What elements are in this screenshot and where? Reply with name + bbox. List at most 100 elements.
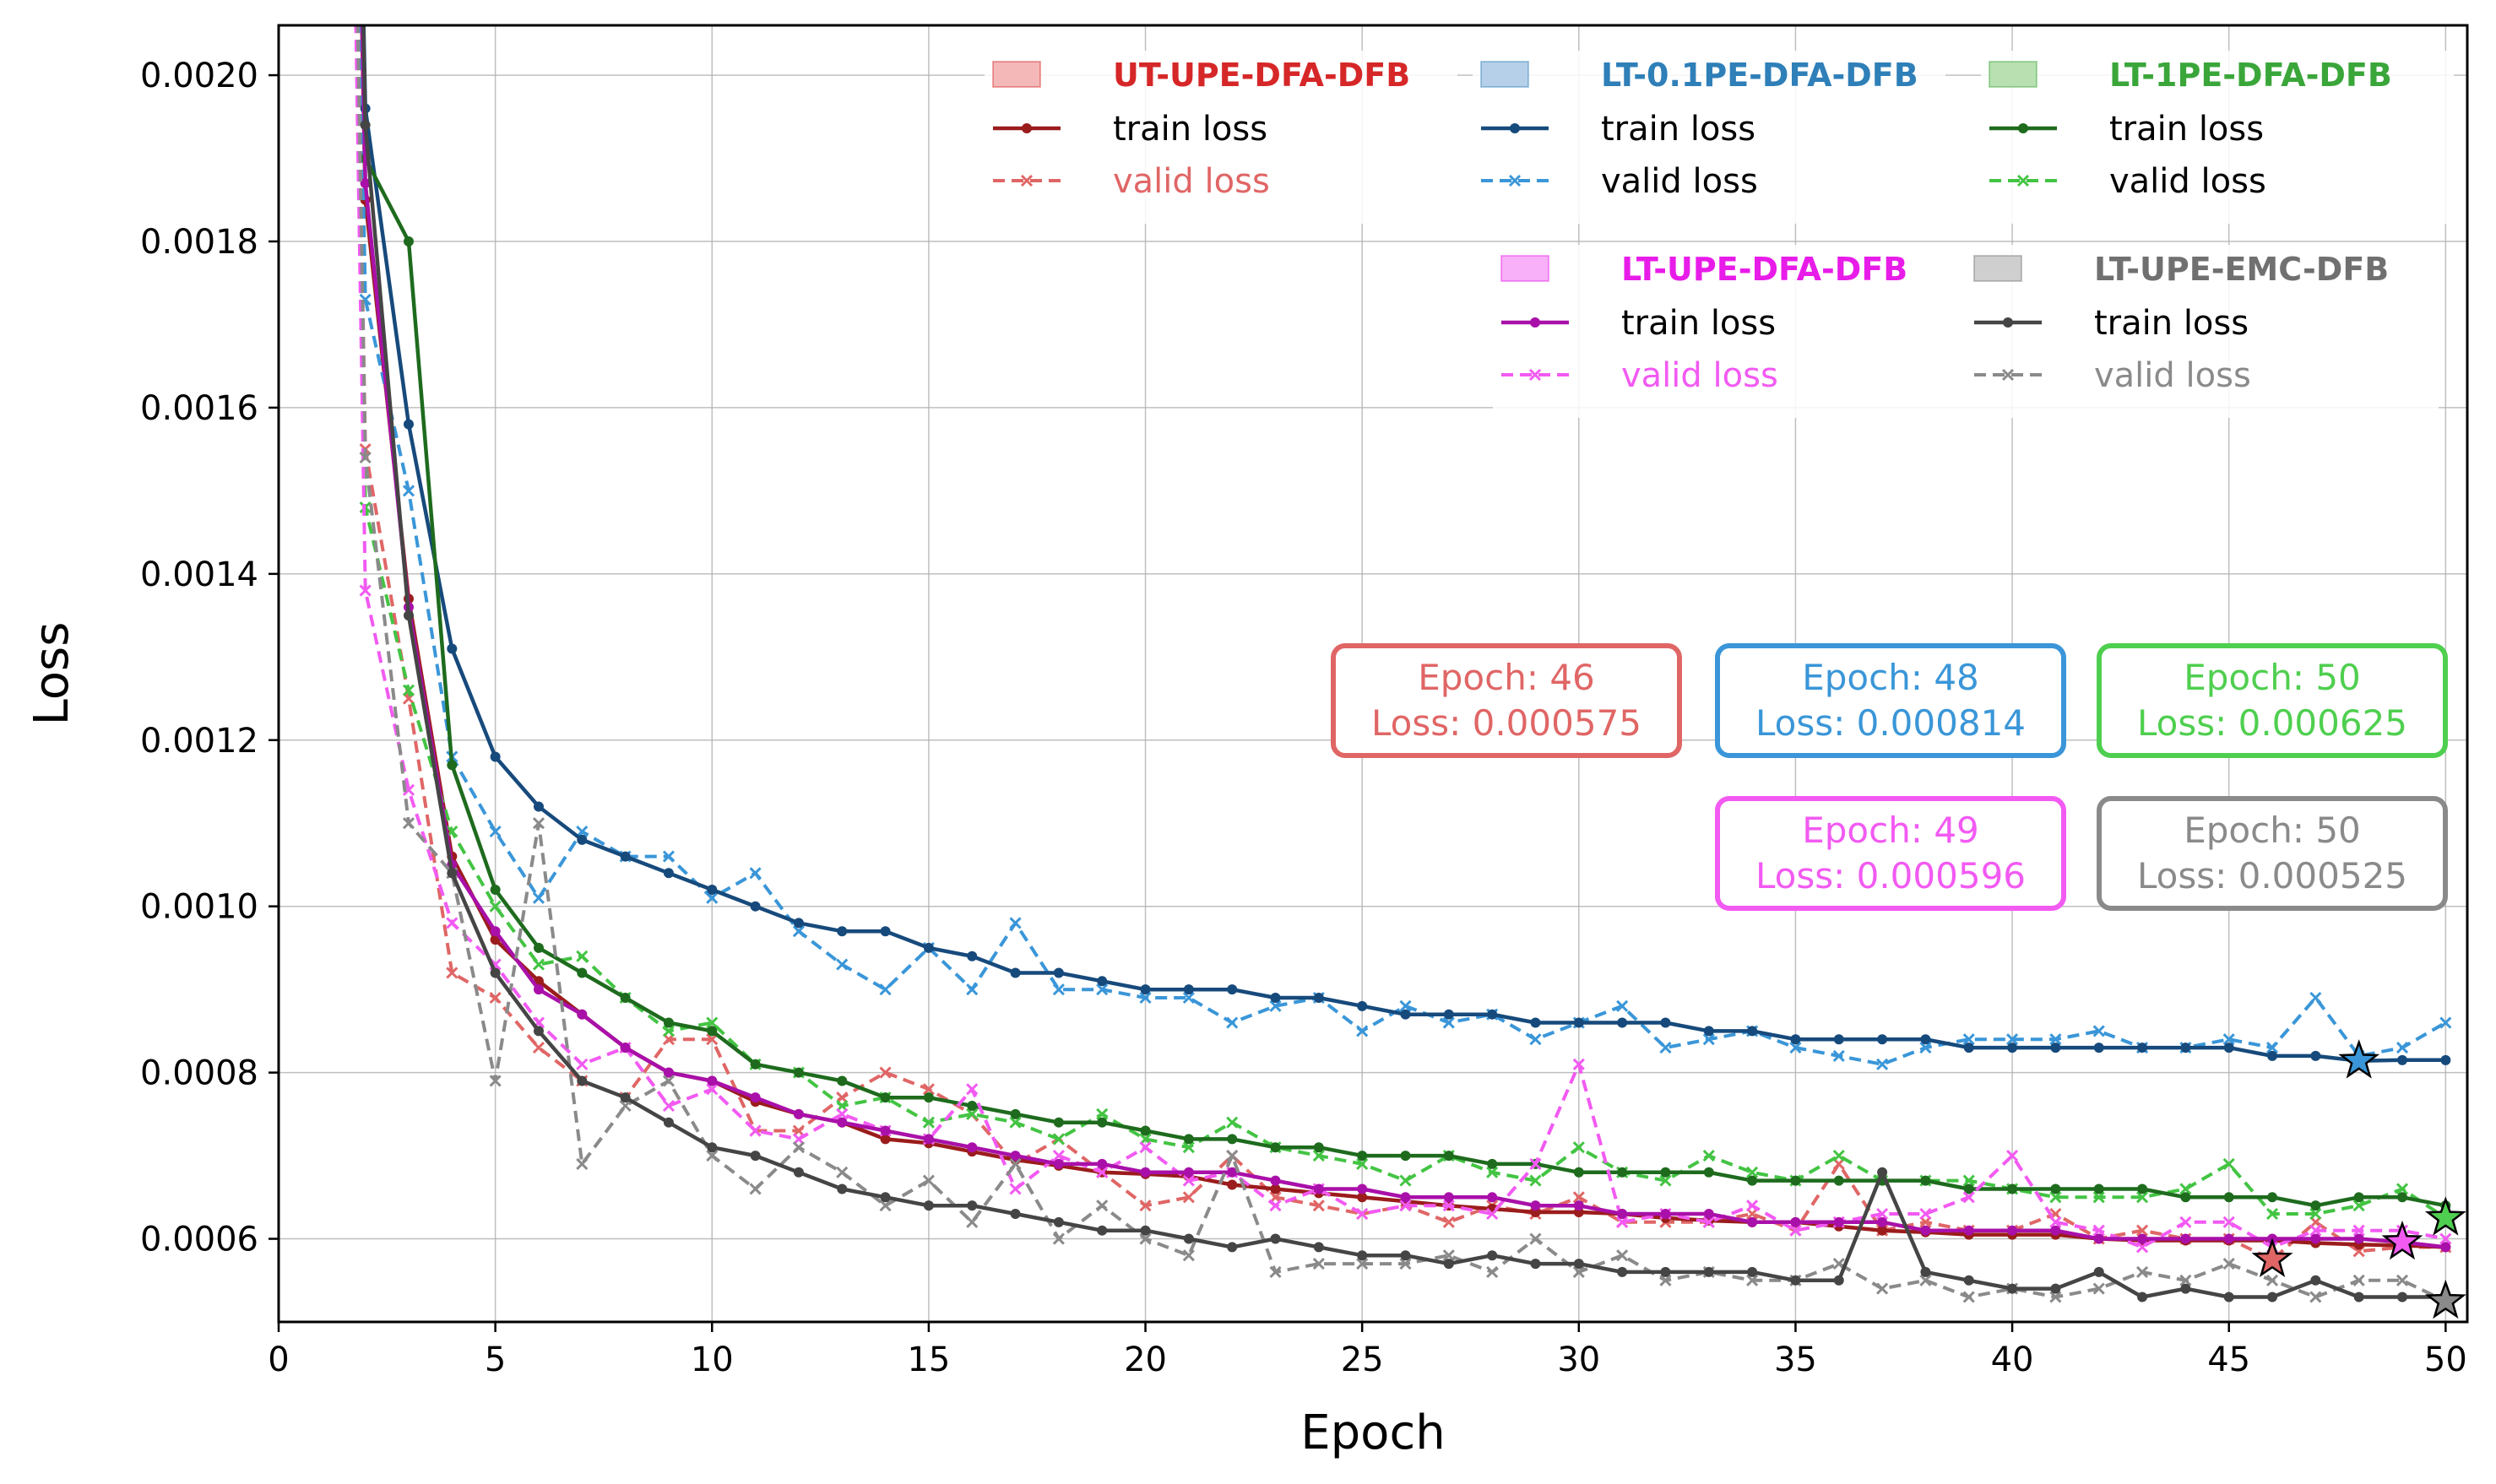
lt-0.1pe-dfa-dfb-train-line: [361, 25, 2446, 1064]
lt-1pe-dfa-dfb-train-point: [1790, 1175, 1801, 1186]
lt-upe-emc-dfb-train-point: [533, 1026, 544, 1037]
lt-1pe-dfa-dfb-train-point: [1400, 1151, 1411, 1162]
x-tick-label: 10: [691, 1340, 734, 1379]
lt-1pe-dfa-dfb-valid-point: [1572, 1141, 1585, 1154]
lt-0.1pe-dfa-dfb-valid-point: [2092, 1025, 2105, 1037]
ut-upe-dfa-dfb-train-point: [1877, 1225, 1888, 1236]
lt-1pe-dfa-dfb-valid-point: [1009, 1116, 1022, 1129]
series: [354, 25, 2452, 1308]
lt-1pe-dfa-dfb-train-point: [1443, 1151, 1454, 1162]
ut-upe-dfa-dfb-valid-point: [879, 1066, 892, 1079]
lt-1pe-dfa-dfb-valid-point: [1399, 1174, 1412, 1187]
best-box-frame: [2097, 796, 2448, 911]
lt-0.1pe-dfa-dfb-train-point: [447, 643, 458, 654]
lt-0.1pe-dfa-dfb-valid-line: [358, 25, 2447, 1066]
lt-upe-dfa-dfb-train-point: [923, 1134, 934, 1145]
lt-upe-emc-dfb-valid-point: [1616, 1249, 1629, 1262]
lt-upe-dfa-dfb-valid-point: [2439, 1232, 2452, 1245]
lt-upe-emc-dfb-valid-point: [662, 1075, 676, 1087]
lt-upe-emc-dfb-train-point: [1400, 1250, 1411, 1261]
lt-upe-dfa-dfb-valid-point: [2352, 1224, 2365, 1237]
legend-patch: [1500, 255, 1549, 282]
lt-0.1pe-dfa-dfb-valid-point: [879, 983, 892, 996]
lt-upe-emc-dfb-valid-point: [1529, 1232, 1542, 1245]
lt-0.1pe-dfa-dfb-train-point: [577, 834, 588, 845]
lt-upe-dfa-dfb-train-point: [663, 1067, 674, 1078]
best-box-loss: Loss: 0.000625: [2137, 702, 2407, 744]
lt-0.1pe-dfa-dfb-train-point: [490, 751, 501, 762]
lt-1pe-dfa-dfb-train-point: [1920, 1175, 1931, 1186]
y-tick-label: 0.0018: [140, 223, 258, 262]
lt-0.1pe-dfa-dfb-valid-point: [2265, 1042, 2279, 1054]
best-box-frame: [1331, 643, 1682, 758]
lt-0.1pe-dfa-dfb-train-point: [2180, 1043, 2191, 1053]
lt-upe-emc-dfb-train-point: [1053, 1216, 1064, 1227]
lt-upe-dfa-dfb-train-point: [880, 1125, 891, 1136]
lt-0.1pe-dfa-dfb-train-point: [1227, 984, 1238, 995]
ut-upe-dfa-dfb-valid-point: [1312, 1200, 1325, 1212]
lt-0.1pe-dfa-dfb-train-point: [1877, 1034, 1888, 1045]
best-box-loss: Loss: 0.000525: [2137, 855, 2407, 896]
lt-0.1pe-dfa-dfb-valid-point: [1442, 1016, 1455, 1029]
lt-upe-emc-dfb-train-point: [1357, 1250, 1368, 1261]
legend-group: UT-UPE-DFA-DFB train loss valid loss: [985, 51, 1457, 224]
lt-upe-dfa-dfb-train-point: [1227, 1167, 1238, 1178]
legend-train-marker: [2018, 123, 2028, 133]
lt-upe-emc-dfb-train-point: [577, 1075, 588, 1086]
lt-upe-emc-dfb-train-point: [1443, 1259, 1454, 1270]
lt-upe-dfa-dfb-valid-point: [2092, 1224, 2105, 1237]
lt-0.1pe-dfa-dfb-train-point: [750, 901, 761, 912]
lt-upe-dfa-dfb-train-point: [1573, 1200, 1584, 1211]
y-tick-label: 0.0010: [140, 888, 258, 927]
lt-upe-emc-dfb-valid-point: [2309, 1291, 2322, 1303]
lt-upe-emc-dfb-train-point: [1660, 1266, 1671, 1277]
y-tick-label: 0.0016: [140, 389, 258, 428]
lt-upe-emc-dfb-train-point: [2093, 1266, 2104, 1277]
lt-0.1pe-dfa-dfb-valid-point: [836, 958, 849, 971]
lt-1pe-dfa-dfb-train-point: [620, 993, 631, 1003]
lt-0.1pe-dfa-dfb-valid-point: [1269, 999, 1282, 1012]
lt-upe-dfa-dfb-train-point: [1920, 1225, 1931, 1236]
lt-upe-emc-dfb-train-point: [2137, 1292, 2148, 1303]
lt-0.1pe-dfa-dfb-train-point: [1487, 1009, 1498, 1020]
lt-upe-emc-dfb-train-point: [1270, 1233, 1281, 1244]
lt-0.1pe-dfa-dfb-valid-point: [2222, 1033, 2235, 1046]
lt-upe-dfa-dfb-valid-point: [1746, 1200, 1759, 1212]
lt-1pe-dfa-dfb-train-point: [1270, 1142, 1281, 1153]
legend-valid-marker: [1508, 174, 1522, 187]
lt-upe-emc-dfb-valid-point: [619, 1099, 632, 1113]
lt-upe-dfa-dfb-train-point: [707, 1075, 718, 1086]
lt-0.1pe-dfa-dfb-train-point: [1140, 984, 1151, 995]
lt-upe-dfa-dfb-train-point: [1703, 1209, 1714, 1219]
lt-0.1pe-dfa-dfb-train-point: [403, 419, 414, 430]
legend-valid-marker: [1020, 174, 1034, 187]
lt-upe-emc-dfb-train-point: [880, 1192, 891, 1203]
lt-upe-dfa-dfb-valid-point: [2309, 1224, 2322, 1237]
lt-upe-emc-dfb-valid-point: [1442, 1249, 1455, 1262]
legend-title: UT-UPE-DFA-DFB: [1113, 57, 1410, 94]
legend-backdrop: [1473, 51, 1945, 224]
legend-group: LT-UPE-EMC-DFB train loss valid loss: [1966, 245, 2439, 418]
lt-1pe-dfa-dfb-valid-point: [2265, 1207, 2279, 1221]
lt-0.1pe-dfa-dfb-valid-point: [402, 485, 415, 497]
lt-0.1pe-dfa-dfb-valid-point: [1052, 983, 1065, 996]
lt-upe-emc-dfb-train-point: [1313, 1242, 1324, 1253]
lt-0.1pe-dfa-dfb-valid-point: [1096, 983, 1109, 996]
best-box-epoch: Epoch: 48: [1802, 657, 1979, 698]
lt-0.1pe-dfa-dfb-valid-point: [1789, 1042, 1802, 1054]
x-tick-label: 25: [1341, 1340, 1384, 1379]
lt-upe-emc-dfb-valid-point: [1486, 1265, 1499, 1278]
legend-patch: [992, 61, 1041, 88]
lt-upe-dfa-dfb-train-point: [2137, 1233, 2148, 1244]
lt-upe-dfa-dfb-valid-point: [1009, 1183, 1022, 1195]
lt-1pe-dfa-dfb-train: [360, 25, 2451, 1211]
lt-upe-emc-dfb-valid-point: [1269, 1265, 1282, 1278]
lt-0.1pe-dfa-dfb-valid-point: [1876, 1058, 1889, 1070]
lt-0.1pe-dfa-dfb-valid-point: [662, 850, 676, 863]
lt-1pe-dfa-dfb-train-line: [361, 25, 2446, 1208]
lt-0.1pe-dfa-dfb-valid-point: [1356, 1025, 1369, 1037]
lt-1pe-dfa-dfb-train-point: [880, 1092, 891, 1103]
lt-upe-emc-dfb-valid-point: [792, 1141, 805, 1154]
legend-train-marker: [2003, 317, 2013, 328]
